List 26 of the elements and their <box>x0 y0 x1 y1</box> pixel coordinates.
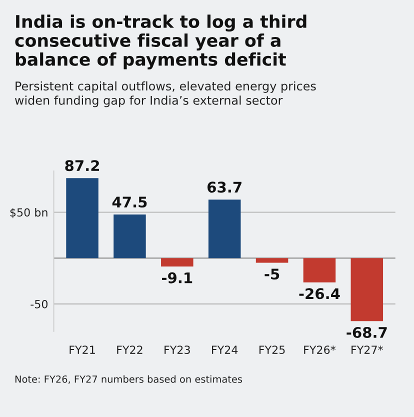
chart-title: India is on-track to log a third consecutive fiscal year of a balance of payments deficit <box>15 14 306 70</box>
bar <box>114 214 146 258</box>
x-tick-label: FY26* <box>304 346 336 354</box>
data-label: 47.5 <box>112 196 147 208</box>
data-label: 63.7 <box>208 182 242 193</box>
x-tick-label: FY24 <box>212 346 238 354</box>
x-tick-label: FY23 <box>164 346 190 354</box>
bar <box>350 258 384 322</box>
data-label: -5 <box>264 268 280 280</box>
data-label: -68.7 <box>346 326 387 338</box>
data-label: -9.1 <box>162 272 192 284</box>
bar <box>208 200 241 258</box>
y-tick-label: -50 <box>30 300 48 308</box>
chart-subtitle: Persistent capital outflows, elevated energy prices widen funding gap for India’s external sector <box>14 81 316 108</box>
x-tick-label: FY21 <box>70 346 95 354</box>
bar <box>303 258 336 282</box>
x-tick-label: FY22 <box>117 346 142 354</box>
bar <box>256 258 288 263</box>
data-label: -26.4 <box>299 288 340 300</box>
bar <box>66 178 98 258</box>
x-tick-label: FY27* <box>352 346 384 354</box>
data-label: 87.2 <box>65 160 100 172</box>
x-tick-label: FY25 <box>259 346 285 354</box>
y-tick-label: $50 bn <box>10 208 48 218</box>
text: Note: FY26, FY27 numbers based on estimates <box>15 375 242 384</box>
bar <box>161 258 194 266</box>
